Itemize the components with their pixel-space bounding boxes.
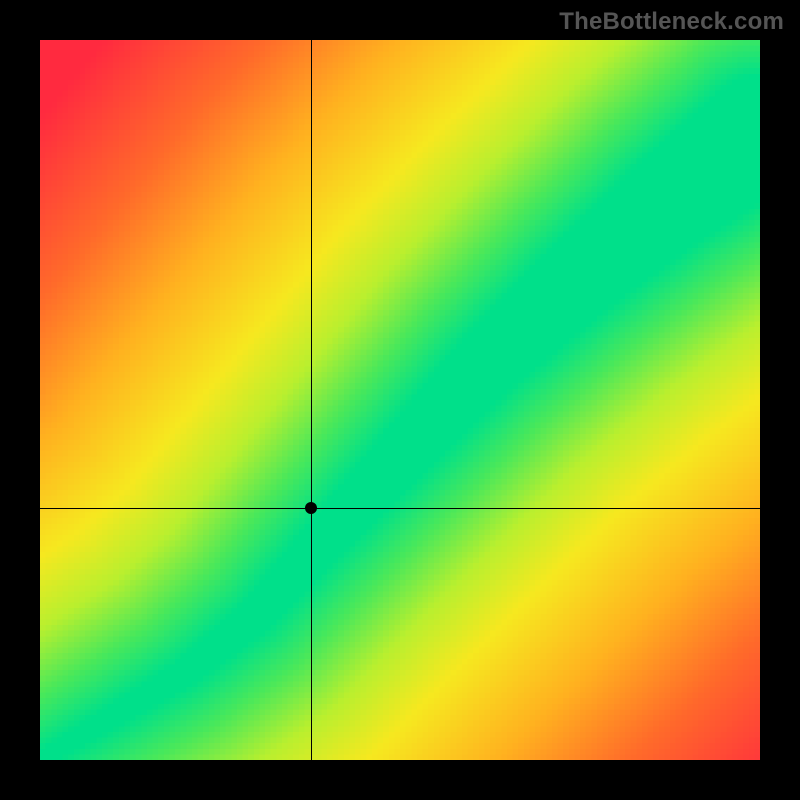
heatmap-canvas	[40, 40, 760, 760]
crosshair-vertical	[311, 40, 312, 760]
marker-dot	[305, 502, 317, 514]
crosshair-horizontal	[40, 508, 760, 509]
watermark: TheBottleneck.com	[559, 8, 784, 36]
plot-area	[40, 40, 760, 760]
